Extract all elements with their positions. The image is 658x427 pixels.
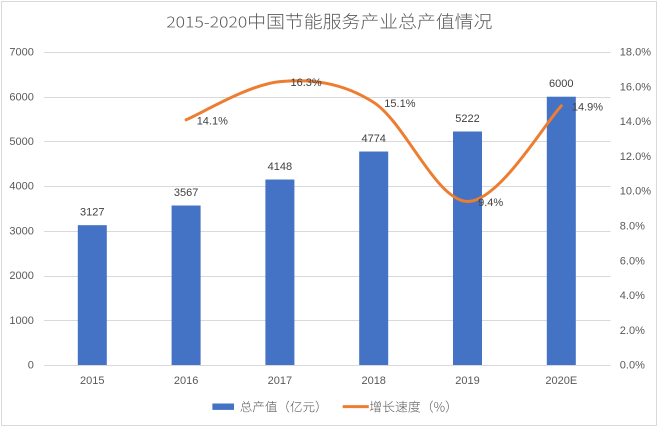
svg-text:2016: 2016 <box>174 375 198 387</box>
svg-text:3000: 3000 <box>9 226 33 238</box>
svg-text:2020E: 2020E <box>545 375 577 387</box>
svg-text:2015: 2015 <box>80 375 104 387</box>
svg-text:16.0%: 16.0% <box>620 81 651 93</box>
svg-text:1000: 1000 <box>9 315 33 327</box>
svg-text:7000: 7000 <box>9 47 33 59</box>
svg-text:2.0%: 2.0% <box>620 325 645 337</box>
svg-text:16.3%: 16.3% <box>291 77 322 89</box>
svg-text:0: 0 <box>28 360 34 372</box>
svg-text:3127: 3127 <box>80 207 104 219</box>
svg-text:4774: 4774 <box>361 133 385 145</box>
svg-text:8.0%: 8.0% <box>620 221 645 233</box>
svg-text:5222: 5222 <box>455 113 479 125</box>
svg-text:12.0%: 12.0% <box>620 151 651 163</box>
svg-text:2017: 2017 <box>268 375 292 387</box>
svg-text:0.0%: 0.0% <box>620 360 645 372</box>
svg-text:6.0%: 6.0% <box>620 255 645 267</box>
svg-text:2018: 2018 <box>361 375 385 387</box>
svg-text:6000: 6000 <box>549 78 573 90</box>
svg-text:2000: 2000 <box>9 270 33 282</box>
svg-text:10.0%: 10.0% <box>620 186 651 198</box>
svg-text:14.1%: 14.1% <box>197 115 228 127</box>
svg-text:5000: 5000 <box>9 136 33 148</box>
svg-text:4148: 4148 <box>268 161 292 173</box>
svg-text:14.0%: 14.0% <box>620 116 651 128</box>
svg-text:9.4%: 9.4% <box>478 197 503 209</box>
svg-text:3567: 3567 <box>174 187 198 199</box>
svg-text:6000: 6000 <box>9 91 33 103</box>
svg-text:14.9%: 14.9% <box>572 102 603 114</box>
svg-text:4.0%: 4.0% <box>620 290 645 302</box>
svg-text:18.0%: 18.0% <box>620 47 651 59</box>
svg-text:2019: 2019 <box>455 375 479 387</box>
svg-text:15.1%: 15.1% <box>384 98 415 110</box>
svg-text:4000: 4000 <box>9 181 33 193</box>
